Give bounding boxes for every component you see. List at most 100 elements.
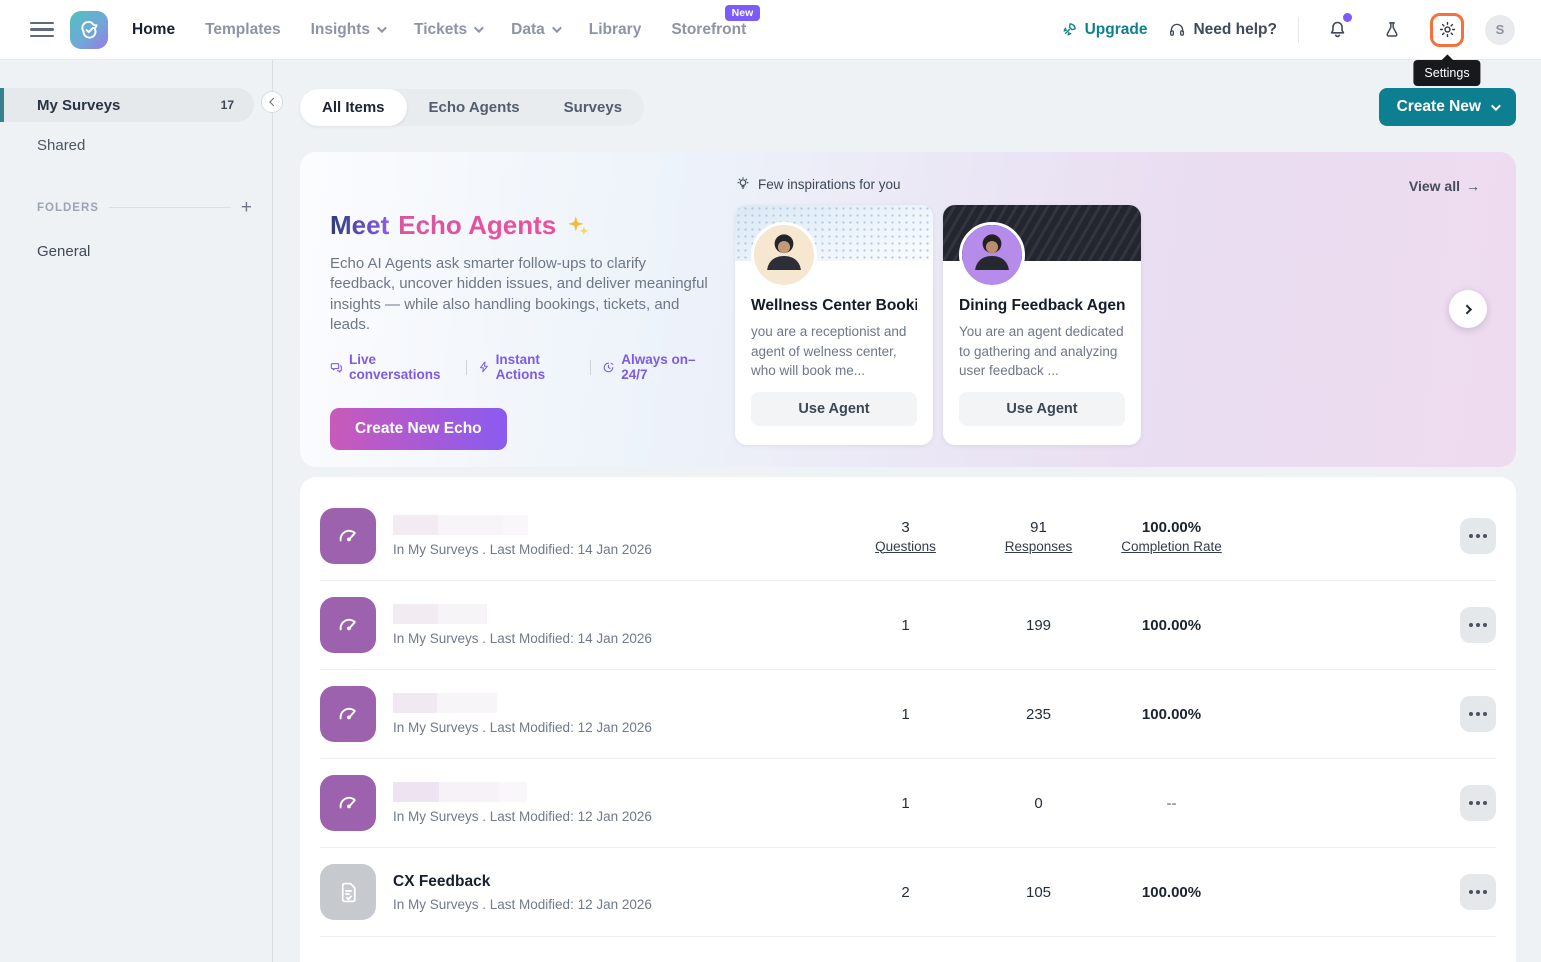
tab-surveys[interactable]: Surveys: [563, 98, 623, 116]
whats-new-button[interactable]: [1375, 13, 1409, 47]
responses-count: 105: [1025, 883, 1052, 901]
responses-count: 199: [1025, 616, 1052, 634]
clock-icon: [603, 362, 614, 372]
add-folder-button[interactable]: +: [240, 197, 252, 218]
use-agent-button[interactable]: Use Agent: [959, 392, 1125, 426]
my-surveys-count: 17: [220, 98, 234, 112]
questions-count: 1: [901, 705, 910, 723]
sidebar-item-shared[interactable]: Shared: [37, 137, 86, 154]
feature-always-on: Always on–24/7: [602, 352, 708, 382]
sidebar-item-my-surveys[interactable]: My Surveys 17: [0, 88, 254, 122]
rocket-icon: [1063, 23, 1076, 36]
agent-card-dining[interactable]: Dining Feedback Agent You are an agent d…: [943, 205, 1141, 445]
use-agent-button[interactable]: Use Agent: [751, 392, 917, 426]
app-logo[interactable]: [70, 10, 108, 49]
survey-row[interactable]: In My Surveys . Last Modified: 12 Jan 20…: [320, 759, 1496, 848]
nav-storefront[interactable]: Storefront New: [671, 4, 761, 39]
chevron-left-icon: [269, 97, 278, 107]
person-avatar-icon: [962, 225, 1022, 285]
tab-echo-agents[interactable]: Echo Agents: [428, 98, 520, 116]
questions-label[interactable]: Questions: [875, 538, 936, 554]
chevron-down-icon: [1490, 100, 1501, 111]
redacted-title: [393, 515, 839, 535]
gauge-survey-icon: [320, 775, 376, 831]
banner-title: Meet Echo Agents: [330, 210, 708, 241]
lightbulb-icon: [737, 177, 749, 189]
new-badge: New: [724, 4, 761, 21]
upgrade-button[interactable]: Upgrade: [1061, 21, 1147, 39]
notifications-button[interactable]: [1320, 12, 1354, 47]
notification-dot: [1343, 12, 1352, 22]
gauge-survey-icon: [320, 686, 376, 742]
row-more-button[interactable]: [1460, 874, 1496, 910]
completion-rate: 100.00%: [1141, 883, 1202, 901]
surveys-list: In My Surveys . Last Modified: 14 Jan 20…: [300, 477, 1516, 962]
agent-avatar: [959, 222, 1025, 288]
completion-label[interactable]: Completion Rate: [1121, 538, 1222, 554]
chat-bubble-icon: [330, 362, 342, 373]
echo-agents-banner: Meet Echo Agents Echo AI Agents ask smar…: [300, 152, 1516, 467]
settings-button[interactable]: Settings: [1413, 12, 1481, 86]
row-more-button[interactable]: [1460, 518, 1496, 554]
gauge-survey-icon: [320, 597, 376, 653]
nav-library[interactable]: Library: [588, 20, 642, 38]
arrow-right-icon: →: [1466, 178, 1480, 194]
banner-features: Live conversations Instant Actions: [330, 352, 708, 382]
inspirations-header: Few inspirations for you: [735, 176, 1147, 192]
headset-icon: [1170, 23, 1185, 36]
settings-tooltip: Settings: [1413, 59, 1481, 86]
create-new-echo-button[interactable]: Create New Echo: [330, 408, 507, 450]
survey-row[interactable]: In My Surveys . Last Modified: 14 Jan 20…: [320, 581, 1496, 670]
survey-row[interactable]: In My Surveys . Last Modified: 12 Jan 20…: [320, 670, 1496, 759]
feature-live-conversations: Live conversations: [330, 352, 455, 382]
gear-icon: [1439, 21, 1455, 38]
feature-divider: [590, 359, 592, 375]
folders-section-label: FOLDERS: [37, 201, 99, 214]
person-avatar-icon: [754, 225, 814, 285]
responses-count: 91: [1030, 518, 1047, 536]
lightning-icon: [479, 361, 488, 373]
responses-label[interactable]: Responses: [1004, 538, 1073, 554]
carousel-next-button[interactable]: [1449, 290, 1487, 328]
nav-home[interactable]: Home: [132, 20, 176, 38]
agent-avatar: [751, 222, 817, 288]
banner-description: Echo AI Agents ask smarter follow-ups to…: [330, 255, 708, 333]
chevron-right-icon: [1461, 304, 1472, 314]
questions-count: 1: [901, 616, 910, 634]
completion-rate: 100.00%: [1141, 705, 1202, 723]
lab-flask-icon: [1386, 21, 1398, 37]
main-nav: Home Templates Insights Tickets Data Lib…: [132, 4, 761, 39]
survey-row[interactable]: CX Feedback In My Surveys . Last Modifie…: [320, 848, 1496, 937]
header-divider: [1298, 16, 1299, 43]
sidebar-folder-general[interactable]: General: [37, 243, 91, 260]
feature-divider: [465, 359, 467, 375]
questions-count: 2: [901, 883, 910, 901]
nav-insights[interactable]: Insights: [311, 21, 387, 39]
nav-tickets[interactable]: Tickets: [414, 21, 485, 39]
row-more-button[interactable]: [1460, 607, 1496, 643]
bell-icon: [1330, 21, 1344, 38]
create-new-button[interactable]: Create New: [1378, 88, 1516, 126]
survey-title: CX Feedback: [393, 872, 491, 890]
sidebar-collapse-button[interactable]: [261, 91, 283, 113]
nav-data[interactable]: Data: [511, 21, 562, 39]
chevron-down-icon: [551, 23, 562, 34]
view-all-link[interactable]: View all →: [1408, 178, 1480, 194]
need-help-button[interactable]: Need help?: [1168, 21, 1277, 39]
questions-count: 1: [901, 794, 910, 812]
responses-count: 235: [1025, 705, 1052, 723]
completion-rate: 100.00%: [1141, 518, 1202, 536]
row-more-button[interactable]: [1460, 696, 1496, 732]
view-tabs: All Items Echo Agents Surveys: [300, 88, 645, 126]
redacted-title: [393, 693, 839, 713]
hamburger-menu-icon[interactable]: [30, 21, 54, 38]
sparkles-icon: [568, 215, 589, 235]
nav-templates[interactable]: Templates: [205, 20, 281, 38]
tab-all-items[interactable]: All Items: [300, 88, 407, 126]
questions-count: 3: [901, 518, 910, 536]
user-avatar[interactable]: S: [1485, 14, 1515, 45]
agent-card-wellness[interactable]: Wellness Center Booki... you are a recep…: [735, 205, 933, 445]
survey-row[interactable]: In My Surveys . Last Modified: 14 Jan 20…: [320, 492, 1496, 581]
completion-rate: --: [1166, 794, 1177, 812]
row-more-button[interactable]: [1460, 785, 1496, 821]
